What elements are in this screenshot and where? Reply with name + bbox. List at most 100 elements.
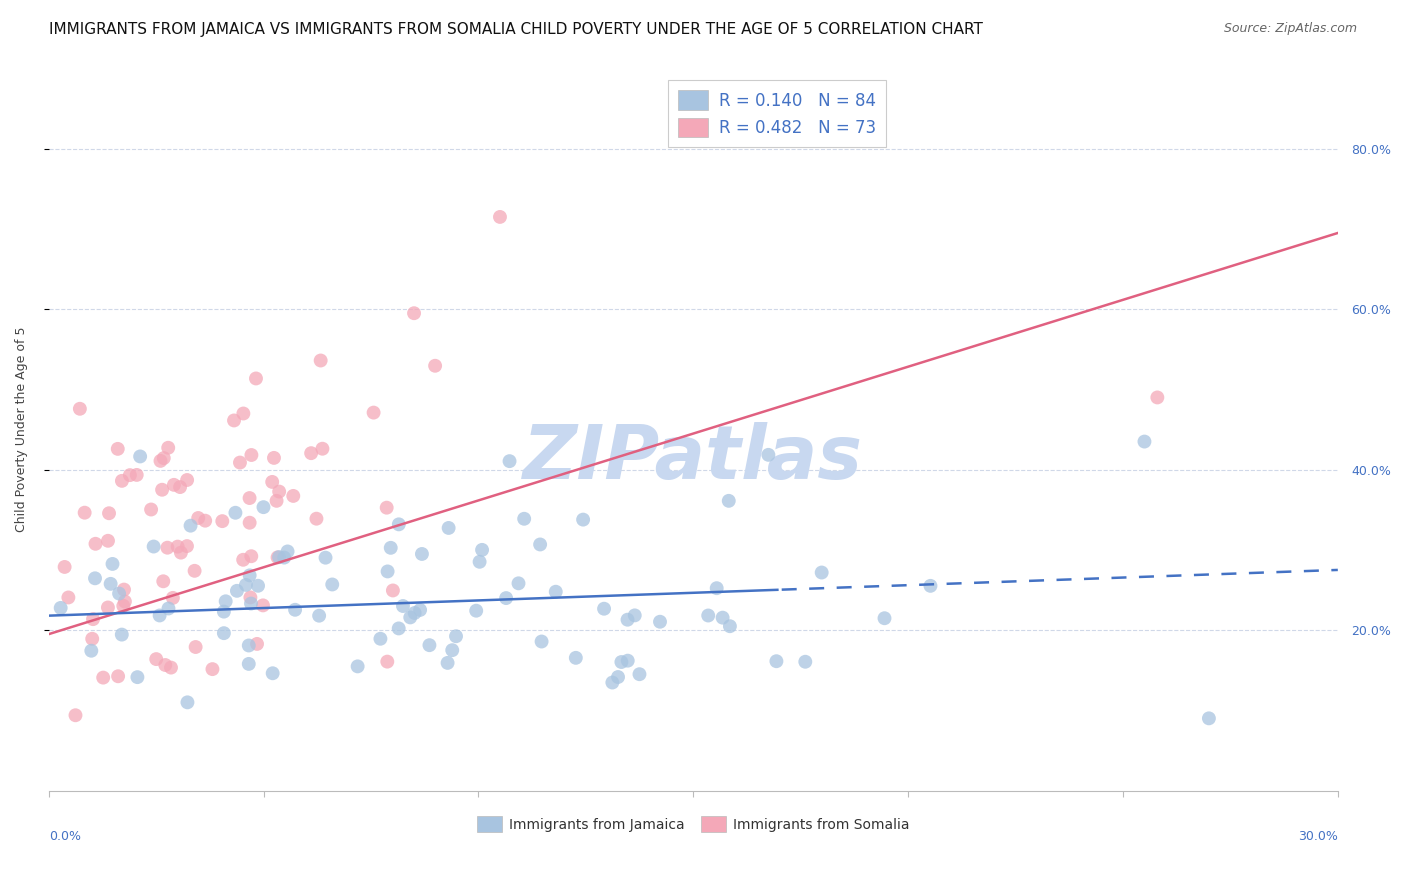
Point bbox=[226, 583, 249, 598]
Point bbox=[108, 586, 131, 600]
Point bbox=[142, 540, 165, 554]
Point bbox=[100, 577, 122, 591]
Point bbox=[623, 608, 645, 623]
Point bbox=[283, 489, 305, 503]
Point bbox=[794, 655, 817, 669]
Point bbox=[156, 541, 179, 555]
Point bbox=[97, 533, 120, 548]
Point bbox=[232, 553, 254, 567]
Point bbox=[112, 599, 135, 613]
Point bbox=[920, 579, 942, 593]
Point bbox=[91, 671, 114, 685]
Point bbox=[299, 446, 322, 460]
Point bbox=[706, 581, 728, 595]
Point bbox=[495, 591, 517, 606]
Point bbox=[111, 474, 134, 488]
Point bbox=[152, 451, 174, 466]
Point bbox=[176, 473, 198, 487]
Point bbox=[163, 478, 186, 492]
Point bbox=[388, 622, 411, 636]
Point bbox=[610, 655, 633, 669]
Point bbox=[375, 655, 398, 669]
Legend: Immigrants from Jamaica, Immigrants from Somalia: Immigrants from Jamaica, Immigrants from… bbox=[471, 811, 915, 838]
Point bbox=[183, 564, 205, 578]
Point bbox=[381, 583, 404, 598]
Point bbox=[169, 480, 191, 494]
Point bbox=[187, 511, 209, 525]
Point bbox=[508, 576, 530, 591]
Point bbox=[125, 467, 148, 482]
Point bbox=[240, 549, 263, 564]
Point bbox=[423, 359, 446, 373]
Point bbox=[247, 579, 270, 593]
Point bbox=[176, 539, 198, 553]
Point bbox=[411, 547, 433, 561]
Point bbox=[80, 644, 103, 658]
Point bbox=[530, 634, 553, 648]
Point bbox=[170, 546, 193, 560]
Point bbox=[245, 371, 267, 385]
Text: IMMIGRANTS FROM JAMAICA VS IMMIGRANTS FROM SOMALIA CHILD POVERTY UNDER THE AGE O: IMMIGRANTS FROM JAMAICA VS IMMIGRANTS FR… bbox=[49, 22, 983, 37]
Point bbox=[375, 500, 398, 515]
Point bbox=[309, 353, 332, 368]
Point bbox=[139, 502, 162, 516]
Point bbox=[239, 491, 262, 505]
Point bbox=[149, 608, 172, 623]
Point bbox=[239, 591, 262, 605]
Point bbox=[127, 670, 149, 684]
Point bbox=[388, 517, 411, 532]
Point bbox=[215, 594, 238, 608]
Point bbox=[162, 591, 184, 605]
Point bbox=[238, 657, 260, 671]
Point bbox=[246, 637, 269, 651]
Point bbox=[49, 601, 72, 615]
Point bbox=[238, 639, 260, 653]
Point bbox=[363, 406, 385, 420]
Point bbox=[118, 468, 141, 483]
Point bbox=[240, 448, 263, 462]
Point bbox=[84, 537, 107, 551]
Point bbox=[648, 615, 671, 629]
Point bbox=[101, 557, 124, 571]
Point bbox=[346, 659, 368, 673]
Point bbox=[114, 594, 136, 608]
Point bbox=[82, 632, 104, 646]
Point bbox=[441, 643, 464, 657]
Text: Source: ZipAtlas.com: Source: ZipAtlas.com bbox=[1223, 22, 1357, 36]
Point bbox=[112, 582, 135, 597]
Point bbox=[392, 599, 415, 613]
Point bbox=[201, 662, 224, 676]
Point bbox=[229, 456, 252, 470]
Point bbox=[252, 500, 274, 515]
Point bbox=[267, 550, 290, 565]
Point bbox=[607, 670, 630, 684]
Point bbox=[53, 560, 76, 574]
Point bbox=[129, 450, 152, 464]
Point bbox=[370, 632, 392, 646]
Point bbox=[498, 454, 520, 468]
Point bbox=[166, 540, 188, 554]
Point bbox=[399, 610, 422, 624]
Point bbox=[224, 506, 246, 520]
Point bbox=[266, 550, 288, 565]
Point bbox=[58, 591, 80, 605]
Point bbox=[277, 544, 299, 558]
Point bbox=[602, 675, 624, 690]
Point bbox=[152, 574, 174, 589]
Point bbox=[262, 666, 284, 681]
Point bbox=[529, 537, 551, 551]
Point bbox=[489, 210, 512, 224]
Point bbox=[305, 511, 328, 525]
Point bbox=[111, 627, 134, 641]
Text: 0.0%: 0.0% bbox=[49, 830, 80, 843]
Point bbox=[211, 514, 233, 528]
Point bbox=[873, 611, 896, 625]
Point bbox=[628, 667, 651, 681]
Point bbox=[1133, 434, 1156, 449]
Point bbox=[240, 597, 263, 611]
Point bbox=[471, 542, 494, 557]
Point bbox=[145, 652, 167, 666]
Point bbox=[150, 483, 173, 497]
Point bbox=[468, 555, 491, 569]
Point bbox=[380, 541, 402, 555]
